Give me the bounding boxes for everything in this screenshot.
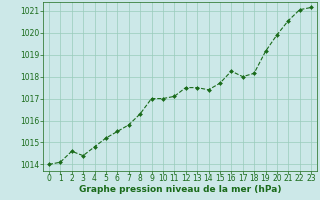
X-axis label: Graphe pression niveau de la mer (hPa): Graphe pression niveau de la mer (hPa) [79,185,281,194]
